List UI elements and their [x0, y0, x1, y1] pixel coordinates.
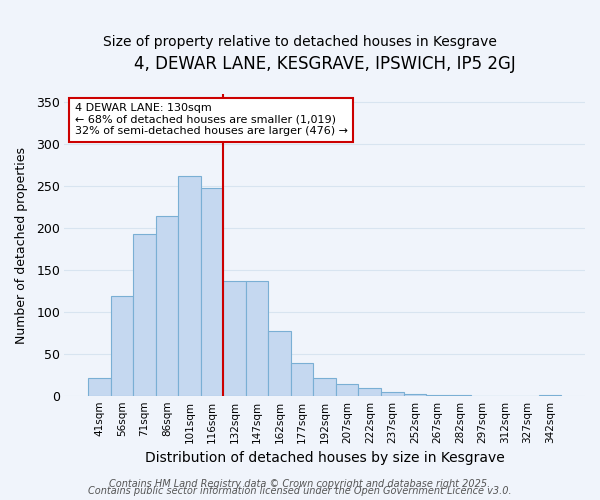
Bar — [246, 282, 268, 397]
Bar — [291, 363, 313, 396]
Bar — [88, 378, 110, 396]
Y-axis label: Number of detached properties: Number of detached properties — [15, 146, 28, 344]
Bar — [133, 234, 155, 396]
Bar — [110, 296, 133, 396]
Bar — [539, 394, 562, 396]
Text: Size of property relative to detached houses in Kesgrave: Size of property relative to detached ho… — [103, 35, 497, 49]
Bar — [358, 388, 381, 396]
Bar — [426, 394, 449, 396]
Bar — [201, 188, 223, 396]
Text: Contains public sector information licensed under the Open Government Licence v3: Contains public sector information licen… — [88, 486, 512, 496]
Title: 4, DEWAR LANE, KESGRAVE, IPSWICH, IP5 2GJ: 4, DEWAR LANE, KESGRAVE, IPSWICH, IP5 2G… — [134, 55, 515, 73]
Text: 4 DEWAR LANE: 130sqm
← 68% of detached houses are smaller (1,019)
32% of semi-de: 4 DEWAR LANE: 130sqm ← 68% of detached h… — [75, 103, 348, 136]
Bar — [336, 384, 358, 396]
X-axis label: Distribution of detached houses by size in Kesgrave: Distribution of detached houses by size … — [145, 451, 505, 465]
Text: Contains HM Land Registry data © Crown copyright and database right 2025.: Contains HM Land Registry data © Crown c… — [109, 479, 491, 489]
Bar — [313, 378, 336, 396]
Bar — [449, 394, 471, 396]
Bar — [155, 216, 178, 396]
Bar — [404, 394, 426, 396]
Bar — [268, 331, 291, 396]
Bar — [381, 392, 404, 396]
Bar — [178, 176, 201, 396]
Bar — [223, 282, 246, 397]
